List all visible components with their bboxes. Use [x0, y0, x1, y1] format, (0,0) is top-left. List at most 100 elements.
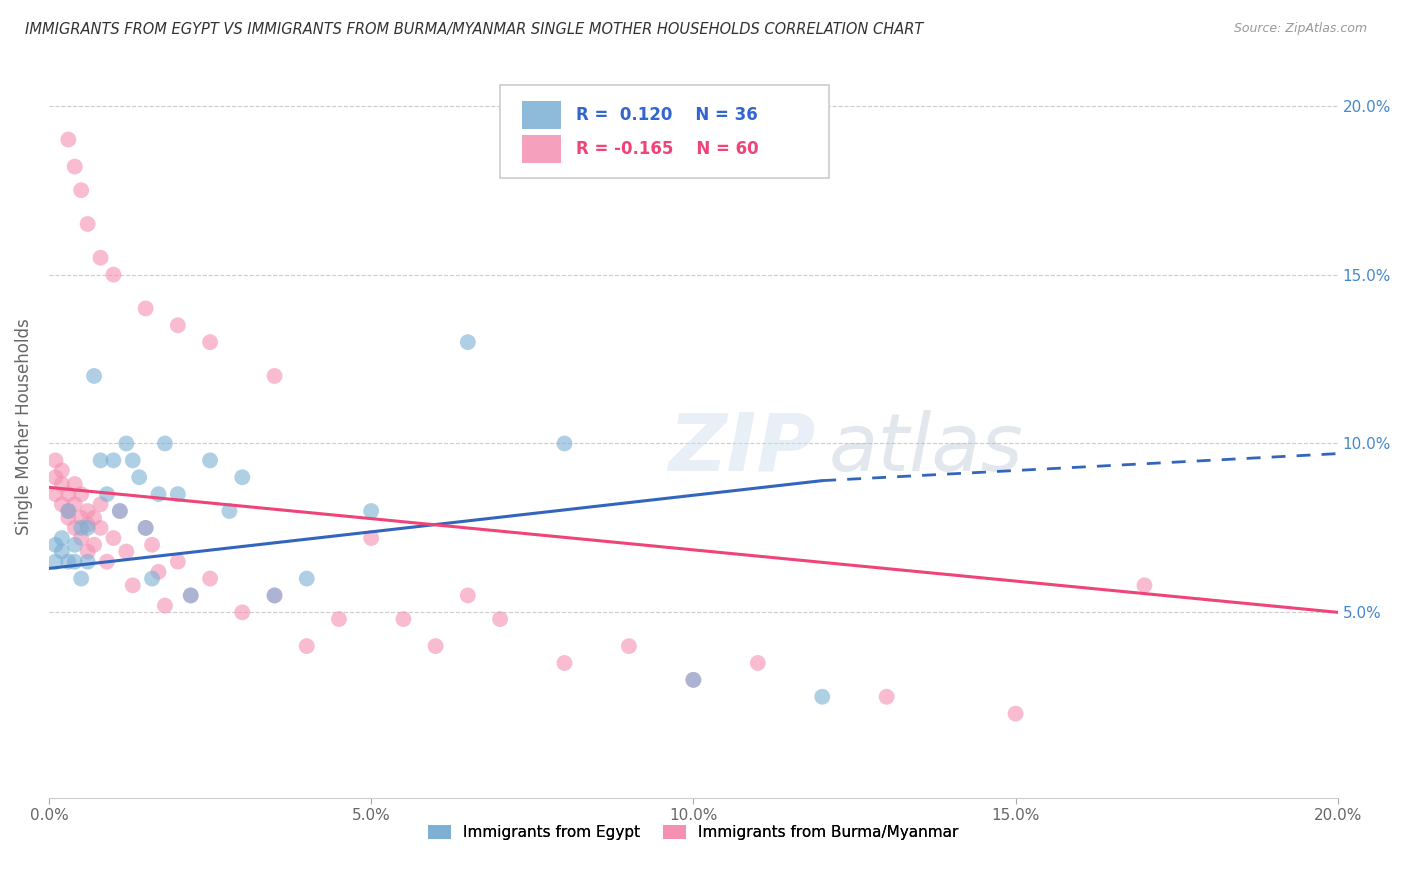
Point [103, 531, 125, 545]
Point [70, 487, 93, 501]
Point [44, 453, 66, 467]
Point [63, 538, 86, 552]
Point [198, 572, 221, 586]
Point [70, 521, 93, 535]
Point [51, 544, 73, 558]
Point [328, 612, 350, 626]
Point [63, 497, 86, 511]
Point [128, 470, 150, 484]
Point [63, 477, 86, 491]
Point [180, 589, 202, 603]
Legend: Immigrants from Egypt, Immigrants from Burma/Myanmar: Immigrants from Egypt, Immigrants from B… [422, 819, 965, 847]
Point [63, 521, 86, 535]
Point [135, 521, 157, 535]
Point [876, 690, 898, 704]
Point [51, 477, 73, 491]
FancyBboxPatch shape [522, 135, 561, 163]
Point [58, 504, 80, 518]
FancyBboxPatch shape [501, 85, 828, 178]
Point [76, 217, 98, 231]
Point [457, 589, 479, 603]
Point [76, 555, 98, 569]
Point [70, 183, 93, 197]
Point [96, 555, 118, 569]
Point [63, 555, 86, 569]
Point [115, 544, 138, 558]
Point [135, 301, 157, 316]
Point [44, 555, 66, 569]
Point [58, 487, 80, 501]
Point [553, 436, 575, 450]
Point [198, 453, 221, 467]
Point [51, 463, 73, 477]
Point [89, 251, 111, 265]
Point [166, 487, 188, 501]
Point [76, 544, 98, 558]
Point [89, 497, 111, 511]
Point [153, 436, 176, 450]
Point [682, 673, 704, 687]
Point [489, 612, 512, 626]
Text: R =  0.120    N = 36: R = 0.120 N = 36 [576, 106, 758, 124]
Point [153, 599, 176, 613]
Point [1133, 578, 1156, 592]
Point [58, 555, 80, 569]
Point [51, 497, 73, 511]
Point [121, 453, 143, 467]
Point [811, 690, 834, 704]
Point [70, 572, 93, 586]
Point [70, 510, 93, 524]
Point [263, 368, 285, 383]
Point [231, 470, 253, 484]
Point [76, 521, 98, 535]
Point [231, 605, 253, 619]
Point [96, 487, 118, 501]
Point [1004, 706, 1026, 721]
Point [83, 368, 105, 383]
Point [295, 572, 318, 586]
Y-axis label: Single Mother Households: Single Mother Households [15, 318, 32, 535]
Point [121, 578, 143, 592]
Point [63, 160, 86, 174]
Point [166, 555, 188, 569]
Point [89, 453, 111, 467]
Point [44, 487, 66, 501]
Text: Source: ZipAtlas.com: Source: ZipAtlas.com [1233, 22, 1367, 36]
Point [148, 565, 170, 579]
Point [108, 504, 131, 518]
Point [89, 521, 111, 535]
Point [218, 504, 240, 518]
Point [58, 510, 80, 524]
Point [180, 589, 202, 603]
Point [360, 504, 382, 518]
Point [51, 531, 73, 545]
Point [617, 639, 640, 653]
Point [76, 504, 98, 518]
Point [141, 538, 163, 552]
Point [83, 510, 105, 524]
Point [44, 470, 66, 484]
Point [135, 521, 157, 535]
Point [103, 268, 125, 282]
Point [263, 589, 285, 603]
Point [682, 673, 704, 687]
Point [263, 589, 285, 603]
Point [360, 531, 382, 545]
Point [58, 504, 80, 518]
Point [103, 453, 125, 467]
Text: R = -0.165    N = 60: R = -0.165 N = 60 [576, 140, 759, 158]
Point [108, 504, 131, 518]
Point [425, 639, 447, 653]
Point [76, 517, 98, 532]
Point [148, 487, 170, 501]
Text: atlas: atlas [828, 410, 1024, 488]
Point [115, 436, 138, 450]
Point [198, 335, 221, 350]
Point [392, 612, 415, 626]
Point [58, 132, 80, 146]
Point [44, 538, 66, 552]
Point [83, 538, 105, 552]
Point [553, 656, 575, 670]
Point [70, 531, 93, 545]
Point [457, 335, 479, 350]
